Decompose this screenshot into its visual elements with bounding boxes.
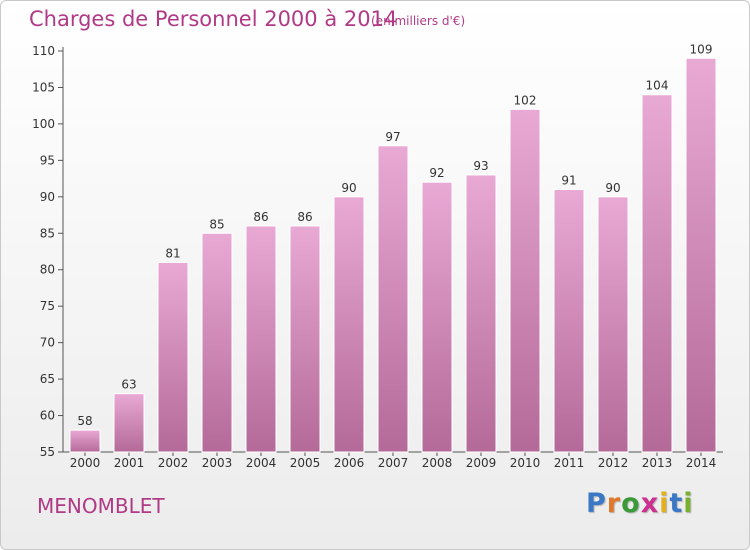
brand-letter: i <box>659 488 670 519</box>
x-tick-label: 2002 <box>158 456 189 470</box>
bar <box>509 108 541 453</box>
chart-title: Charges de Personnel 2000 à 2014 <box>29 7 398 31</box>
data-label: 97 <box>385 130 400 144</box>
commune-name: MENOMBLET <box>37 494 165 518</box>
x-tick-label: 2010 <box>510 456 541 470</box>
bar <box>333 196 365 453</box>
data-label: 63 <box>121 378 136 392</box>
bar <box>157 261 189 453</box>
y-tick-label: 95 <box>40 153 55 167</box>
x-tick-label: 2006 <box>334 456 365 470</box>
bar <box>641 94 673 453</box>
brand-letter: o <box>621 488 641 519</box>
bar <box>289 225 321 453</box>
brand-logo: Proxiti <box>586 488 694 519</box>
y-tick-label: 75 <box>40 299 55 313</box>
bar <box>553 189 585 453</box>
x-tick-label: 2001 <box>114 456 145 470</box>
bar <box>113 393 145 453</box>
data-label: 85 <box>209 217 224 231</box>
data-label: 58 <box>77 414 92 428</box>
data-label: 86 <box>253 210 268 224</box>
y-tick-label: 85 <box>40 226 55 240</box>
bar <box>597 196 629 453</box>
bar <box>377 145 409 453</box>
x-tick-label: 2003 <box>202 456 233 470</box>
data-label: 92 <box>429 166 444 180</box>
bar <box>201 232 233 453</box>
bar <box>245 225 277 453</box>
y-tick-label: 55 <box>40 445 55 459</box>
y-tick-label: 70 <box>40 336 55 350</box>
x-tick-label: 2014 <box>686 456 717 470</box>
x-tick-label: 2004 <box>246 456 277 470</box>
data-label: 104 <box>646 79 669 93</box>
chart-subtitle: (en milliers d'€) <box>371 14 466 28</box>
bar <box>685 57 717 453</box>
y-tick-label: 90 <box>40 190 55 204</box>
y-tick-label: 100 <box>32 117 55 131</box>
y-tick-label: 110 <box>32 44 55 58</box>
bar <box>69 429 101 453</box>
x-tick-label: 2011 <box>554 456 585 470</box>
brand-letter: i <box>683 488 694 519</box>
data-label: 109 <box>690 42 713 56</box>
brand-letter: x <box>640 488 660 519</box>
y-tick-label: 65 <box>40 372 55 386</box>
y-tick-label: 80 <box>40 263 55 277</box>
data-label: 90 <box>341 181 356 195</box>
y-tick-label: 105 <box>32 80 55 94</box>
x-tick-label: 2008 <box>422 456 453 470</box>
data-label: 93 <box>473 159 488 173</box>
x-tick-label: 2013 <box>642 456 673 470</box>
data-label: 86 <box>297 210 312 224</box>
data-label: 91 <box>561 174 576 188</box>
x-tick-label: 2000 <box>70 456 101 470</box>
x-tick-label: 2009 <box>466 456 497 470</box>
x-tick-label: 2012 <box>598 456 629 470</box>
data-label: 90 <box>605 181 620 195</box>
y-tick-label: 60 <box>40 409 55 423</box>
brand-letter: t <box>669 488 684 519</box>
data-label: 102 <box>514 93 537 107</box>
bar <box>421 181 453 453</box>
data-label: 81 <box>165 246 180 260</box>
brand-letter: P <box>586 488 607 519</box>
x-tick-label: 2005 <box>290 456 321 470</box>
bar <box>465 174 497 453</box>
x-tick-label: 2007 <box>378 456 409 470</box>
brand-letter: r <box>606 488 622 519</box>
